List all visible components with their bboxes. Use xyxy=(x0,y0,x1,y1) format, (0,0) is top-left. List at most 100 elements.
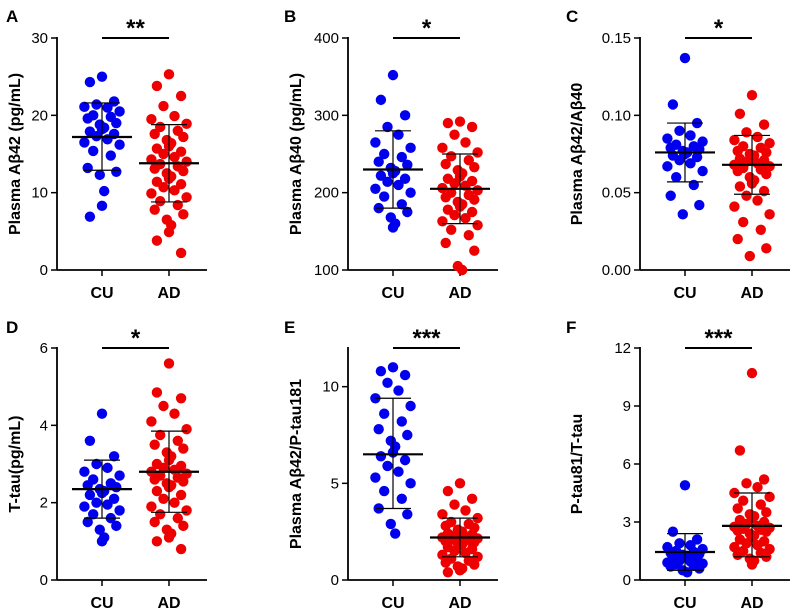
panel-b: B 100 200 300 400 Plasma Aβ40 (pg/mL) CU AD * xyxy=(284,7,498,302)
data-point xyxy=(79,466,90,477)
data-point xyxy=(105,150,117,161)
data-point xyxy=(662,133,673,144)
data-point xyxy=(463,154,474,166)
data-point xyxy=(405,142,416,154)
y-tick-label: 0 xyxy=(40,572,48,589)
category-label-ad: AD xyxy=(157,595,180,611)
data-point xyxy=(469,194,480,205)
panel-letter: A xyxy=(6,7,18,26)
data-point xyxy=(155,509,166,520)
data-point xyxy=(91,458,102,470)
y-tick-label: 4 xyxy=(40,417,48,434)
significance-label: * xyxy=(714,15,724,42)
data-point xyxy=(685,158,696,169)
data-point xyxy=(387,69,399,81)
data-point xyxy=(79,137,90,148)
data-point xyxy=(729,201,740,212)
y-tick-label: 0 xyxy=(331,572,339,589)
data-point xyxy=(667,526,679,537)
series-ad xyxy=(430,478,490,578)
data-point xyxy=(466,121,478,133)
data-point xyxy=(114,470,125,481)
significance-label: * xyxy=(422,15,432,42)
data-point xyxy=(440,192,451,203)
data-point xyxy=(82,162,93,174)
data-point xyxy=(446,224,457,235)
data-point xyxy=(169,110,180,122)
data-point xyxy=(449,499,460,510)
series-cu xyxy=(363,69,423,233)
data-point xyxy=(472,147,483,158)
data-point xyxy=(84,489,96,501)
data-point xyxy=(96,408,108,419)
data-point xyxy=(671,172,682,183)
data-point xyxy=(99,185,110,197)
data-point xyxy=(437,142,448,154)
data-point xyxy=(752,131,763,143)
y-tick-label: 0.10 xyxy=(602,107,631,124)
data-point xyxy=(169,151,180,163)
data-point xyxy=(405,400,416,412)
data-point xyxy=(466,206,478,218)
data-point xyxy=(694,563,705,574)
data-point xyxy=(399,173,411,184)
data-point xyxy=(91,99,102,110)
data-point xyxy=(764,491,775,503)
data-point xyxy=(169,185,180,196)
data-point xyxy=(178,476,189,487)
data-point xyxy=(172,512,183,524)
data-point xyxy=(146,188,157,199)
data-point xyxy=(96,200,108,212)
data-point xyxy=(469,245,480,256)
y-tick-label: 6 xyxy=(623,456,631,473)
y-tick-label: 0 xyxy=(40,262,48,279)
data-point xyxy=(146,416,157,427)
data-point xyxy=(405,478,416,489)
data-point xyxy=(396,199,407,210)
data-point xyxy=(732,233,743,245)
data-point xyxy=(402,159,413,171)
data-point xyxy=(181,505,192,516)
data-point xyxy=(449,209,460,221)
data-point xyxy=(402,509,413,520)
data-point xyxy=(370,472,381,483)
data-point xyxy=(741,190,752,201)
data-point xyxy=(149,204,160,215)
panel-a: A 0 10 20 30 Plasma Aβ42 (pg/mL) CU AD ** xyxy=(6,7,207,302)
data-point xyxy=(82,480,93,491)
data-point xyxy=(375,451,387,462)
panel-c: C 0.00 0.05 0.10 0.15 Plasma Aβ42/Aβ40 CU AD * xyxy=(566,7,790,302)
y-tick-label: 3 xyxy=(623,514,631,531)
data-point xyxy=(758,474,770,485)
data-point xyxy=(402,429,413,441)
data-point xyxy=(175,393,187,404)
series-ad xyxy=(430,116,490,276)
data-point xyxy=(370,137,381,148)
data-point xyxy=(178,209,189,220)
data-point xyxy=(169,408,180,419)
data-point xyxy=(114,106,125,117)
data-point xyxy=(454,116,466,127)
y-tick-label: 400 xyxy=(314,30,339,47)
data-point xyxy=(175,90,187,102)
category-label-ad: AD xyxy=(740,285,763,302)
y-tick-label: 20 xyxy=(31,107,48,124)
data-point xyxy=(382,460,393,472)
data-point xyxy=(399,110,411,121)
significance-label: * xyxy=(131,325,141,352)
data-point xyxy=(158,100,169,112)
data-point xyxy=(114,505,125,516)
series-ad xyxy=(139,358,199,555)
data-point xyxy=(96,536,108,547)
data-point xyxy=(457,264,468,276)
data-point xyxy=(665,190,676,201)
data-point xyxy=(764,209,775,220)
panel-d: D 0 2 4 6 T-tau(pg/mL) CU AD * xyxy=(6,318,207,611)
data-point xyxy=(151,80,163,92)
y-axis-label: Plasma Aβ40 (pg/mL) xyxy=(288,73,305,235)
data-point xyxy=(691,151,703,163)
data-point xyxy=(102,102,113,113)
data-point xyxy=(679,52,691,64)
data-point xyxy=(732,549,743,561)
data-point xyxy=(88,145,99,157)
